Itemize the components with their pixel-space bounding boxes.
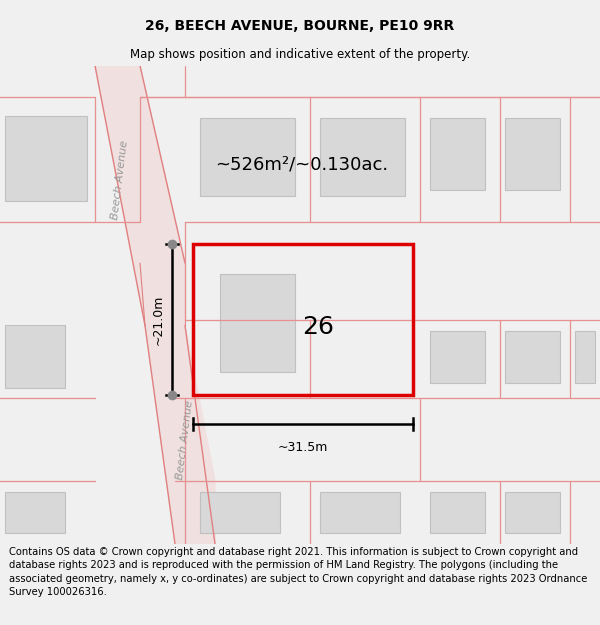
Text: ~526m²/~0.130ac.: ~526m²/~0.130ac. [215, 156, 388, 173]
Bar [505, 118, 560, 191]
Text: ~31.5m: ~31.5m [278, 441, 328, 454]
Bar [5, 326, 65, 388]
Text: 26, BEECH AVENUE, BOURNE, PE10 9RR: 26, BEECH AVENUE, BOURNE, PE10 9RR [145, 19, 455, 33]
Text: Contains OS data © Crown copyright and database right 2021. This information is : Contains OS data © Crown copyright and d… [9, 548, 587, 597]
Bar [220, 274, 295, 372]
Bar [193, 244, 413, 395]
Polygon shape [95, 66, 185, 326]
Bar [320, 492, 400, 533]
Text: Beech Avenue: Beech Avenue [175, 399, 195, 480]
Text: Beech Avenue: Beech Avenue [110, 139, 130, 220]
Bar [505, 331, 560, 382]
Bar [430, 492, 485, 533]
Bar [200, 492, 280, 533]
Bar [575, 331, 595, 382]
Text: Map shows position and indicative extent of the property.: Map shows position and indicative extent… [130, 48, 470, 61]
Text: ~21.0m: ~21.0m [151, 294, 164, 345]
Polygon shape [145, 326, 215, 544]
Bar [5, 116, 87, 201]
Bar [430, 118, 485, 191]
Text: 26: 26 [302, 315, 334, 339]
Bar [320, 118, 405, 196]
Bar [505, 492, 560, 533]
Bar [5, 492, 65, 533]
Bar [200, 118, 295, 196]
Bar [430, 331, 485, 382]
